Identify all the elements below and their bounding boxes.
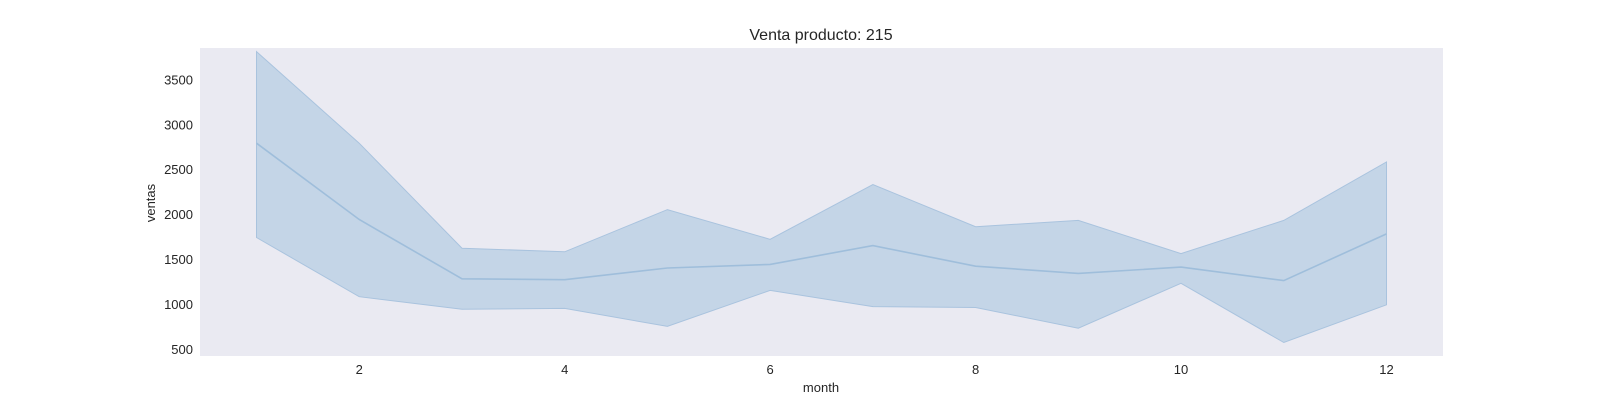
x-tick-label: 10 bbox=[1174, 362, 1188, 377]
x-tick-label: 4 bbox=[561, 362, 568, 377]
y-tick-label: 3500 bbox=[164, 72, 193, 87]
x-tick-label: 2 bbox=[356, 362, 363, 377]
y-tick-label: 3000 bbox=[164, 117, 193, 132]
y-tick-label: 1500 bbox=[164, 252, 193, 267]
chart-title: Venta producto: 215 bbox=[749, 27, 892, 44]
x-tick-label: 6 bbox=[766, 362, 773, 377]
x-tick-labels: 2 4 6 8 10 12 bbox=[356, 362, 1394, 377]
y-tick-label: 500 bbox=[171, 342, 193, 357]
x-tick-label: 8 bbox=[972, 362, 979, 377]
series-line-group bbox=[256, 142, 1387, 282]
y-tick-label: 2500 bbox=[164, 162, 193, 177]
confidence-band-group bbox=[256, 50, 1387, 344]
x-tick-label: 12 bbox=[1379, 362, 1393, 377]
y-tick-label: 2000 bbox=[164, 207, 193, 222]
series-line bbox=[256, 142, 1387, 282]
y-axis-label: ventas bbox=[143, 183, 158, 222]
y-tick-label: 1000 bbox=[164, 297, 193, 312]
x-axis-label: month bbox=[803, 380, 839, 395]
y-tick-labels: 500 1000 1500 2000 2500 3000 3500 bbox=[164, 72, 193, 356]
confidence-band bbox=[256, 50, 1387, 344]
